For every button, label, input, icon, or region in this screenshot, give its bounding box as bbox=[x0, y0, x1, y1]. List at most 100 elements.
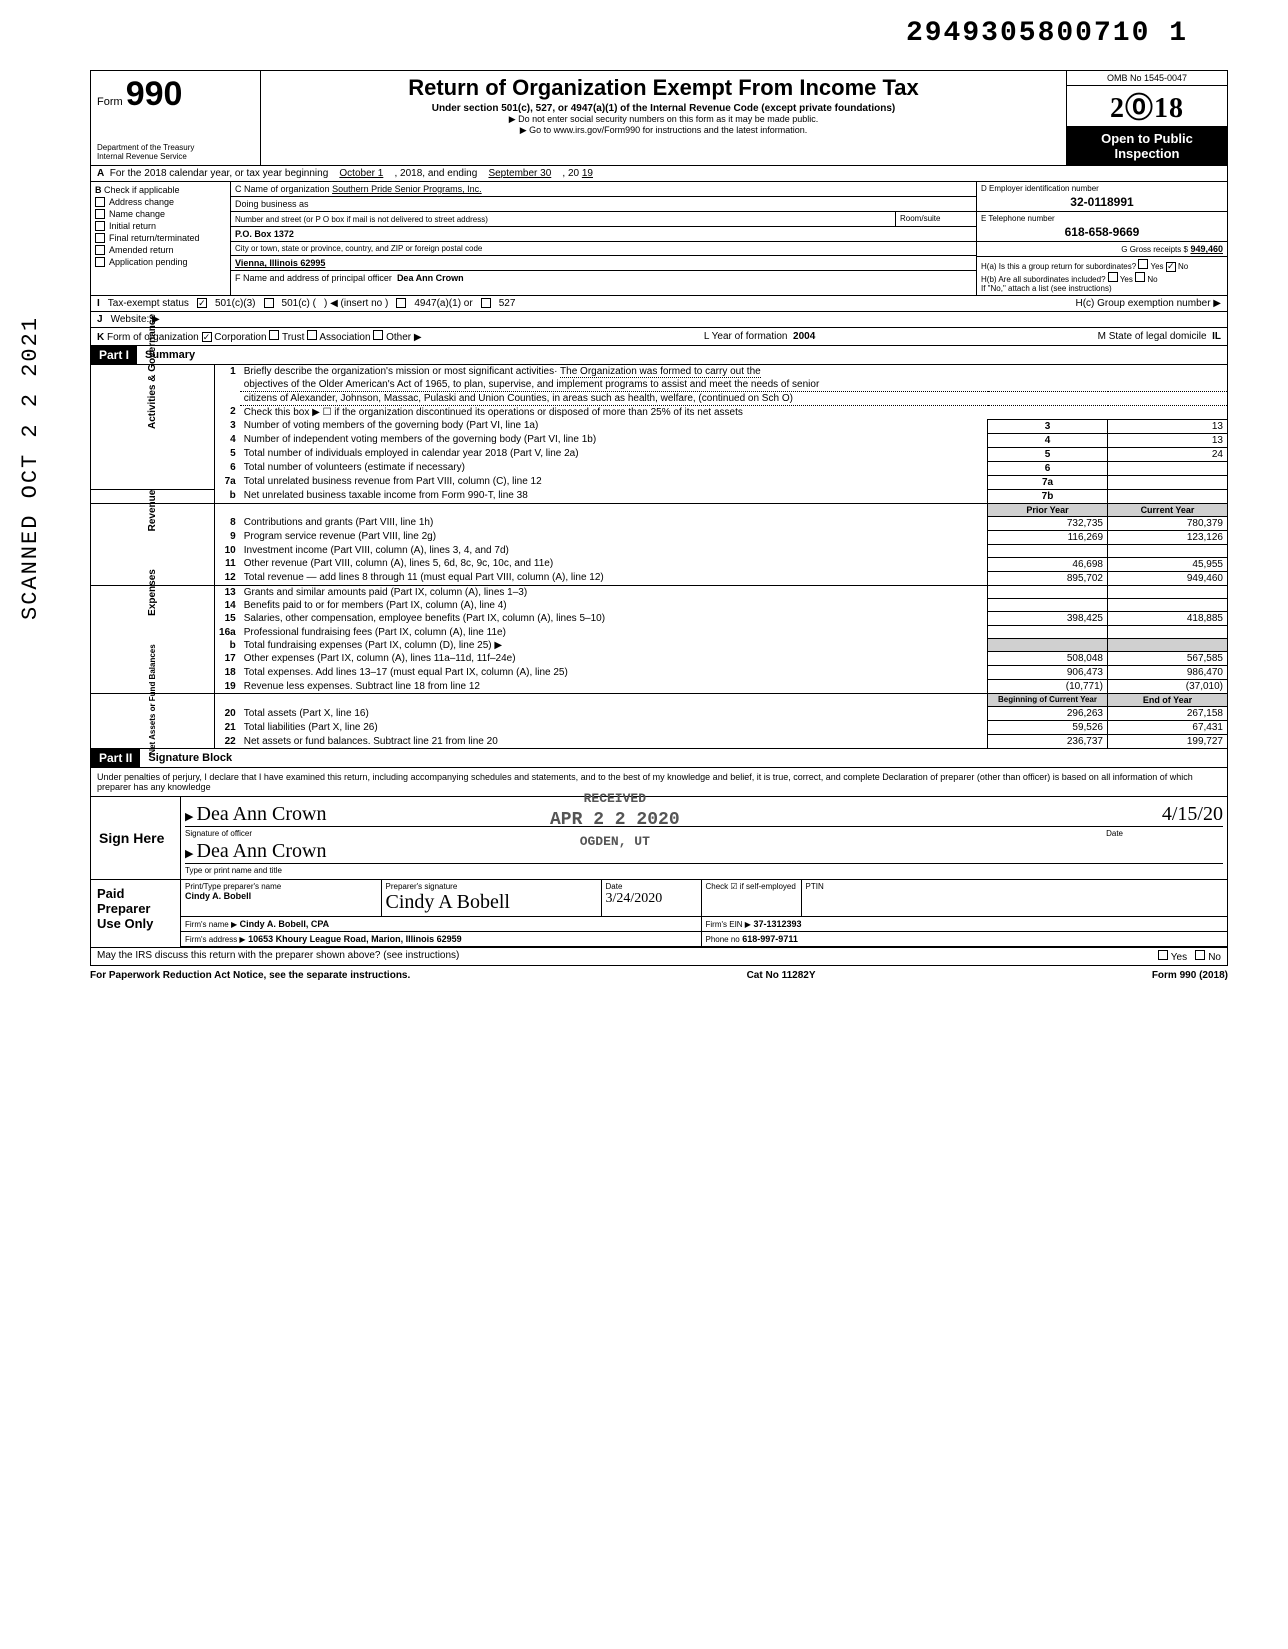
form-warn-url: ▶ Go to www.irs.gov/Form990 for instruct… bbox=[267, 125, 1060, 136]
line6-text: Total number of volunteers (estimate if … bbox=[240, 461, 988, 475]
line17-text: Other expenses (Part IX, column (A), lin… bbox=[240, 652, 988, 666]
line7b-val bbox=[1108, 489, 1228, 503]
line19-prior: (10,771) bbox=[988, 680, 1108, 694]
org-city: Vienna, Illinois 62995 bbox=[231, 256, 976, 271]
line7a-val bbox=[1108, 475, 1228, 489]
chk-501c3[interactable]: ✓ bbox=[197, 298, 207, 308]
lbl-firm-phone: Phone no bbox=[706, 935, 740, 944]
chk-app-pending[interactable] bbox=[95, 257, 105, 267]
form-warn-ssn: ▶ Do not enter social security numbers o… bbox=[267, 114, 1060, 125]
tax-year-begin: October 1 bbox=[339, 168, 383, 179]
line12-curr: 949,460 bbox=[1108, 571, 1228, 585]
chk-other[interactable] bbox=[373, 330, 383, 340]
org-name: Southern Pride Senior Programs, Inc. bbox=[332, 184, 482, 194]
line3-text: Number of voting members of the governin… bbox=[240, 419, 988, 433]
line2-text: Check this box ▶ ☐ if the organization d… bbox=[240, 405, 1228, 419]
lbl-dba: Doing business as bbox=[231, 197, 976, 212]
line11-text: Other revenue (Part VIII, column (A), li… bbox=[240, 557, 988, 571]
line19-text: Revenue less expenses. Subtract line 18 … bbox=[240, 680, 988, 694]
lbl-phone: E Telephone number bbox=[981, 214, 1223, 223]
line21-prior: 59,526 bbox=[988, 721, 1108, 735]
firm-ein: 37-1312393 bbox=[753, 919, 801, 929]
line20-curr: 267,158 bbox=[1108, 707, 1228, 721]
form-prefix: Form bbox=[97, 96, 123, 108]
chk-501c[interactable] bbox=[264, 298, 274, 308]
lbl-year-formation: L Year of formation bbox=[704, 331, 788, 342]
line5-text: Total number of individuals employed in … bbox=[240, 447, 988, 461]
chk-corp[interactable]: ✓ bbox=[202, 332, 212, 342]
chk-assoc[interactable] bbox=[307, 330, 317, 340]
line18-curr: 986,470 bbox=[1108, 666, 1228, 680]
line18-text: Total expenses. Add lines 13–17 (must eq… bbox=[240, 666, 988, 680]
open-public-2: Inspection bbox=[1069, 146, 1225, 161]
chk-discuss-no[interactable] bbox=[1195, 950, 1205, 960]
chk-initial-return[interactable] bbox=[95, 221, 105, 231]
lbl-final-return: Final return/terminated bbox=[109, 233, 200, 243]
line4-val: 13 bbox=[1108, 433, 1228, 447]
line22-prior: 236,737 bbox=[988, 735, 1108, 749]
chk-address-change[interactable] bbox=[95, 197, 105, 207]
part1-title: Summary bbox=[137, 349, 195, 361]
line20-text: Total assets (Part X, line 16) bbox=[240, 707, 988, 721]
line13-text: Grants and similar amounts paid (Part IX… bbox=[240, 585, 988, 599]
chk-hb-no[interactable] bbox=[1135, 272, 1145, 282]
year-formation: 2004 bbox=[793, 331, 815, 342]
line16a-text: Professional fundraising fees (Part IX, … bbox=[240, 626, 988, 639]
line11-prior: 46,698 bbox=[988, 557, 1108, 571]
line15-text: Salaries, other compensation, employee b… bbox=[240, 612, 988, 626]
officer-printed: Dea Ann Crown bbox=[197, 840, 327, 862]
lbl-city: City or town, state or province, country… bbox=[231, 242, 976, 256]
lbl-state-domicile: M State of legal domicile bbox=[1098, 331, 1207, 342]
line9-text: Program service revenue (Part VIII, line… bbox=[240, 530, 988, 544]
line20-prior: 296,263 bbox=[988, 707, 1108, 721]
line17-curr: 567,585 bbox=[1108, 652, 1228, 666]
row-k-label: K bbox=[97, 332, 104, 343]
prep-name: Cindy A. Bobell bbox=[185, 891, 251, 901]
lbl-prep-sig: Preparer's signature bbox=[386, 882, 597, 891]
line1-cont2: citizens of Alexander, Johnson, Massac, … bbox=[240, 391, 1228, 405]
chk-ha-yes[interactable] bbox=[1138, 259, 1148, 269]
lbl-org-name: C Name of organization bbox=[235, 184, 330, 194]
chk-hb-yes[interactable] bbox=[1108, 272, 1118, 282]
ein: 32-0118991 bbox=[981, 193, 1223, 209]
lbl-firm-ein: Firm's EIN ▶ bbox=[706, 920, 751, 929]
chk-527[interactable] bbox=[481, 298, 491, 308]
lbl-ha: H(a) Is this a group return for subordin… bbox=[981, 262, 1136, 271]
side-label-gov: Activities & Governance bbox=[147, 313, 158, 428]
lbl-address-change: Address change bbox=[109, 197, 174, 207]
prep-sig: Cindy A Bobell bbox=[386, 891, 510, 913]
lbl-firm-name: Firm's name ▶ bbox=[185, 920, 237, 929]
firm-name: Cindy A. Bobell, CPA bbox=[240, 919, 330, 929]
line6-val bbox=[1108, 461, 1228, 475]
line22-text: Net assets or fund balances. Subtract li… bbox=[240, 735, 988, 749]
line4-text: Number of independent voting members of … bbox=[240, 433, 988, 447]
form-header: Form 990 Department of the Treasury Inte… bbox=[90, 70, 1228, 166]
chk-final-return[interactable] bbox=[95, 233, 105, 243]
sign-date: 4/15/20 bbox=[1162, 803, 1223, 826]
form-subtitle: Under section 501(c), 527, or 4947(a)(1)… bbox=[267, 103, 1060, 114]
line10-prior bbox=[988, 544, 1108, 557]
part1-header: Part I bbox=[91, 346, 137, 364]
chk-amended[interactable] bbox=[95, 245, 105, 255]
chk-trust[interactable] bbox=[269, 330, 279, 340]
line12-prior: 895,702 bbox=[988, 571, 1108, 585]
line7b-text: Net unrelated business taxable income fr… bbox=[240, 489, 988, 503]
form-number: 990 bbox=[126, 75, 183, 113]
phone: 618-658-9669 bbox=[981, 223, 1223, 239]
lbl-self-employed: Check ☑ if self-employed bbox=[701, 880, 801, 917]
line9-curr: 123,126 bbox=[1108, 530, 1228, 544]
chk-4947[interactable] bbox=[396, 298, 406, 308]
lbl-room: Room/suite bbox=[896, 212, 976, 226]
sign-here-label: Sign Here bbox=[91, 797, 181, 879]
chk-name-change[interactable] bbox=[95, 209, 105, 219]
col-prior: Prior Year bbox=[988, 503, 1108, 516]
line10-curr bbox=[1108, 544, 1228, 557]
line8-curr: 780,379 bbox=[1108, 516, 1228, 530]
line14-text: Benefits paid to or for members (Part IX… bbox=[240, 599, 988, 612]
firm-addr: 10653 Khoury League Road, Marion, Illino… bbox=[248, 934, 462, 944]
lbl-officer: F Name and address of principal officer bbox=[235, 273, 392, 283]
box-b-heading: Check if applicable bbox=[104, 185, 180, 195]
lbl-street: Number and street (or P O box if mail is… bbox=[235, 215, 488, 224]
chk-discuss-yes[interactable] bbox=[1158, 950, 1168, 960]
chk-ha-no[interactable]: ✓ bbox=[1166, 262, 1176, 272]
